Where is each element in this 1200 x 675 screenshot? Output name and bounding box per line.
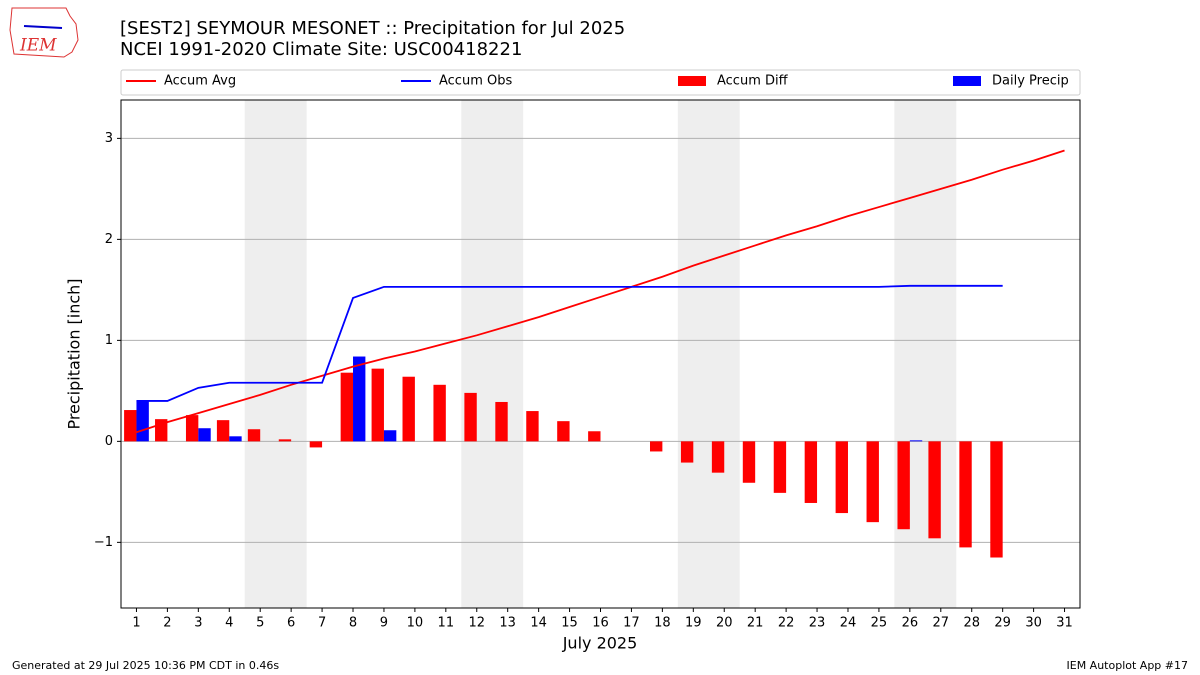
x-tick-label: 25	[871, 616, 888, 631]
x-tick-label: 30	[1025, 616, 1042, 631]
x-tick-label: 8	[349, 616, 357, 631]
bar	[353, 356, 366, 442]
chart-subtitle: NCEI 1991-2020 Climate Site: USC00418221	[120, 39, 522, 60]
x-tick-label: 22	[778, 616, 795, 631]
footer-right: IEM Autoplot App #17	[1067, 659, 1189, 672]
bar	[124, 410, 137, 442]
bar	[711, 441, 725, 473]
bar	[309, 441, 323, 448]
weekend-shade	[244, 100, 307, 608]
bar	[185, 415, 199, 442]
legend-item: Accum Diff	[678, 74, 789, 89]
bar	[216, 420, 230, 442]
x-tick-label: 4	[225, 616, 233, 631]
x-tick-label: 16	[592, 616, 609, 631]
logo-line	[23, 25, 63, 29]
bar	[383, 430, 397, 442]
logo-text: IEM	[19, 36, 57, 56]
bar	[495, 401, 508, 442]
chart-title: [SEST2] SEYMOUR MESONET :: Precipitation…	[120, 18, 625, 39]
x-tick-label: 14	[530, 616, 547, 631]
x-tick-label: 18	[654, 616, 671, 631]
x-tick-label: 31	[1056, 616, 1073, 631]
plot-frame	[120, 99, 1081, 609]
bar	[909, 440, 923, 442]
bar	[340, 372, 354, 442]
line	[136, 284, 1003, 402]
bar	[136, 400, 149, 442]
bar	[433, 384, 446, 442]
y-tick-label: 2	[105, 232, 113, 247]
bar	[928, 441, 941, 539]
y-tick-label: 0	[105, 434, 113, 449]
x-tick-label: 12	[468, 616, 485, 631]
line	[136, 149, 1065, 434]
weekend-shade	[677, 100, 740, 608]
bar	[866, 441, 879, 523]
legend-item: Daily Precip	[953, 74, 1069, 89]
legend-label: Accum Diff	[717, 74, 789, 89]
x-tick-label: 24	[840, 616, 857, 631]
footer-left: Generated at 29 Jul 2025 10:36 PM CDT in…	[12, 659, 279, 672]
bar	[773, 441, 787, 493]
x-tick-label: 19	[685, 616, 702, 631]
bar	[588, 431, 601, 442]
legend-label: Accum Avg	[164, 74, 236, 89]
logo: IEM	[9, 7, 79, 58]
bar	[742, 441, 756, 483]
legend-label: Daily Precip	[992, 74, 1069, 89]
y-tick-label: 1	[105, 333, 113, 348]
bar	[649, 441, 663, 452]
bar	[371, 368, 384, 442]
x-tick-label: 11	[438, 616, 455, 631]
bar	[959, 441, 972, 548]
x-tick-label: 27	[933, 616, 950, 631]
x-tick-label: 23	[809, 616, 826, 631]
bar	[526, 411, 539, 442]
x-tick-label: 20	[716, 616, 733, 631]
legend-item: Accum Avg	[126, 74, 236, 89]
bar	[278, 439, 292, 442]
x-tick-label: 5	[256, 616, 264, 631]
x-tick-label: 9	[380, 616, 388, 631]
x-tick-label: 3	[194, 616, 202, 631]
x-tick-label: 28	[963, 616, 980, 631]
bar	[990, 441, 1003, 558]
bar	[804, 441, 818, 503]
bar	[198, 428, 211, 442]
bar	[402, 376, 415, 442]
bar	[464, 392, 477, 442]
x-tick-label: 29	[994, 616, 1011, 631]
logo-outline	[9, 7, 79, 58]
y-tick-label: −1	[94, 535, 113, 550]
bar	[229, 436, 242, 442]
x-tick-label: 7	[318, 616, 326, 631]
bar	[557, 421, 570, 442]
x-tick-label: 2	[163, 616, 171, 631]
x-tick-label: 13	[499, 616, 516, 631]
x-tick-label: 10	[407, 616, 424, 631]
bar	[835, 441, 848, 514]
x-axis-label: July 2025	[562, 634, 638, 653]
y-tick-label: 3	[105, 131, 113, 146]
legend-swatch	[678, 76, 706, 86]
legend-item: Accum Obs	[401, 74, 512, 89]
bar	[247, 429, 261, 442]
legend-swatch	[953, 76, 981, 86]
x-tick-label: 26	[902, 616, 919, 631]
bar	[897, 441, 910, 530]
y-axis-label: Precipitation [inch]	[65, 278, 84, 429]
x-tick-label: 1	[132, 616, 140, 631]
x-tick-label: 15	[561, 616, 578, 631]
weekend-shade	[894, 100, 957, 608]
legend-box	[120, 69, 1081, 96]
bar	[680, 441, 694, 463]
legend-label: Accum Obs	[439, 74, 512, 89]
x-tick-label: 17	[623, 616, 640, 631]
x-tick-label: 6	[287, 616, 295, 631]
x-tick-label: 21	[747, 616, 764, 631]
weekend-shade	[461, 100, 524, 608]
